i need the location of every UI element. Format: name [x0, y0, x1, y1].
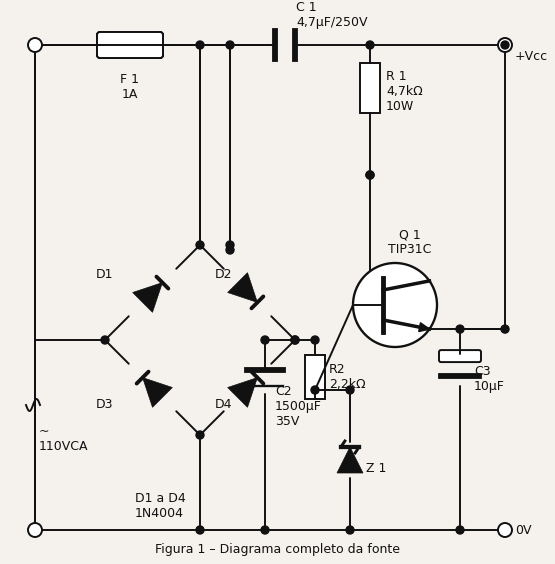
Circle shape	[196, 526, 204, 534]
Circle shape	[196, 431, 204, 439]
Polygon shape	[133, 283, 163, 312]
Circle shape	[498, 523, 512, 537]
Circle shape	[346, 526, 354, 534]
Text: C 1
4,7μF/250V: C 1 4,7μF/250V	[296, 1, 367, 29]
Circle shape	[366, 41, 374, 49]
Circle shape	[226, 241, 234, 249]
Text: D2: D2	[215, 268, 233, 281]
Polygon shape	[418, 323, 430, 332]
Polygon shape	[228, 273, 258, 302]
Bar	[360, 63, 380, 113]
Circle shape	[498, 38, 512, 52]
Circle shape	[101, 336, 109, 344]
Text: +Vcc: +Vcc	[515, 50, 548, 63]
Text: F 1
1A: F 1 1A	[120, 73, 139, 101]
FancyBboxPatch shape	[97, 32, 163, 58]
Text: Figura 1 – Diagrama completo da fonte: Figura 1 – Diagrama completo da fonte	[155, 543, 400, 556]
Text: C2
1500μF
35V: C2 1500μF 35V	[275, 385, 322, 428]
Circle shape	[311, 336, 319, 344]
Circle shape	[28, 523, 42, 537]
Text: Q 1
TIP31C: Q 1 TIP31C	[388, 228, 432, 256]
Circle shape	[28, 38, 42, 52]
Circle shape	[501, 325, 509, 333]
Polygon shape	[337, 447, 363, 473]
Text: Z 1: Z 1	[366, 461, 386, 474]
Circle shape	[456, 526, 464, 534]
Circle shape	[366, 171, 374, 179]
Circle shape	[291, 336, 299, 344]
Text: 0V: 0V	[515, 523, 532, 536]
Text: D1 a D4
1N4004: D1 a D4 1N4004	[135, 492, 186, 520]
Circle shape	[311, 386, 319, 394]
Polygon shape	[228, 378, 258, 407]
Circle shape	[501, 41, 509, 49]
Text: R 1
4,7kΩ
10W: R 1 4,7kΩ 10W	[386, 70, 423, 113]
Circle shape	[226, 246, 234, 254]
Circle shape	[456, 325, 464, 333]
Circle shape	[346, 386, 354, 394]
Circle shape	[261, 336, 269, 344]
Text: D1: D1	[95, 268, 113, 281]
Bar	[305, 355, 325, 399]
Circle shape	[196, 241, 204, 249]
Text: R2
2,2kΩ: R2 2,2kΩ	[329, 363, 366, 391]
Circle shape	[353, 263, 437, 347]
Text: ~
110VCA: ~ 110VCA	[39, 425, 88, 453]
Text: D4: D4	[215, 399, 233, 412]
Circle shape	[366, 171, 374, 179]
Circle shape	[226, 41, 234, 49]
Text: C3
10μF: C3 10μF	[474, 365, 505, 393]
Circle shape	[291, 336, 299, 344]
Text: D3: D3	[95, 399, 113, 412]
FancyBboxPatch shape	[97, 32, 163, 58]
Circle shape	[261, 526, 269, 534]
Polygon shape	[143, 378, 172, 407]
FancyBboxPatch shape	[439, 350, 481, 362]
Circle shape	[196, 41, 204, 49]
